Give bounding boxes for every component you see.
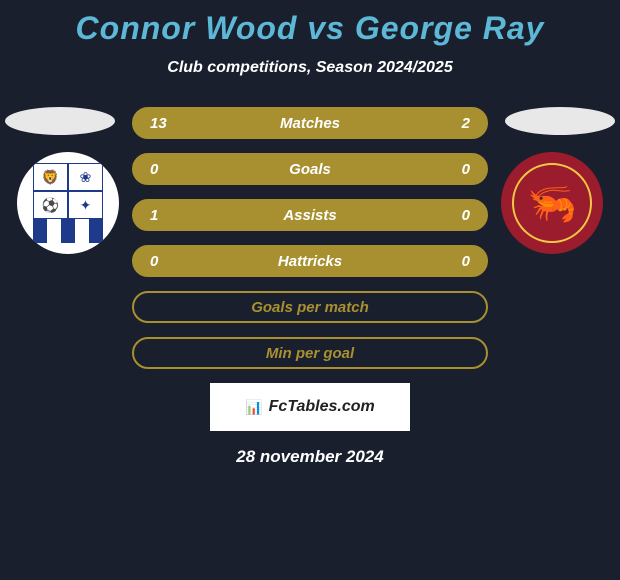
stats-column: 13 Matches 2 0 Goals 0 1 Assists 0 0 Hat… xyxy=(132,107,488,369)
stat-row-goals: 0 Goals 0 xyxy=(132,153,488,185)
stat-left-value: 1 xyxy=(150,207,158,224)
stat-row-matches: 13 Matches 2 xyxy=(132,107,488,139)
stat-row-assists: 1 Assists 0 xyxy=(132,199,488,231)
stat-left-value: 13 xyxy=(150,115,167,132)
stat-left-value: 0 xyxy=(150,161,158,178)
chart-icon: 📊 xyxy=(245,399,262,416)
page-subtitle: Club competitions, Season 2024/2025 xyxy=(0,59,620,77)
stat-label: Hattricks xyxy=(278,253,342,270)
stat-label: Goals per match xyxy=(251,299,369,316)
stat-right-value: 0 xyxy=(462,207,470,224)
attribution-text: FcTables.com xyxy=(269,398,375,416)
stat-label: Min per goal xyxy=(266,345,354,362)
stat-right-value: 0 xyxy=(462,253,470,270)
decorative-oval-left xyxy=(5,107,115,135)
club-crest-left: 🦁 ❀ ⚽ ✦ xyxy=(17,152,119,254)
page-title: Connor Wood vs George Ray xyxy=(0,10,620,47)
main-content: 🦁 ❀ ⚽ ✦ 🦐 13 xyxy=(0,107,620,369)
date-text: 28 november 2024 xyxy=(0,447,620,467)
stat-row-min-per-goal: Min per goal xyxy=(132,337,488,369)
shield-icon: 🦁 ❀ ⚽ ✦ xyxy=(33,163,103,243)
stat-row-goals-per-match: Goals per match xyxy=(132,291,488,323)
stat-right-value: 2 xyxy=(462,115,470,132)
attribution-badge: 📊 FcTables.com xyxy=(210,383,410,431)
infographic-container: Connor Wood vs George Ray Club competiti… xyxy=(0,0,620,467)
stat-row-hattricks: 0 Hattricks 0 xyxy=(132,245,488,277)
stat-label: Assists xyxy=(283,207,336,224)
decorative-oval-right xyxy=(505,107,615,135)
stat-label: Goals xyxy=(289,161,331,178)
stat-label: Matches xyxy=(280,115,340,132)
shrimp-icon: 🦐 xyxy=(512,163,592,243)
club-crest-right: 🦐 xyxy=(501,152,603,254)
stat-right-value: 0 xyxy=(462,161,470,178)
stat-left-value: 0 xyxy=(150,253,158,270)
